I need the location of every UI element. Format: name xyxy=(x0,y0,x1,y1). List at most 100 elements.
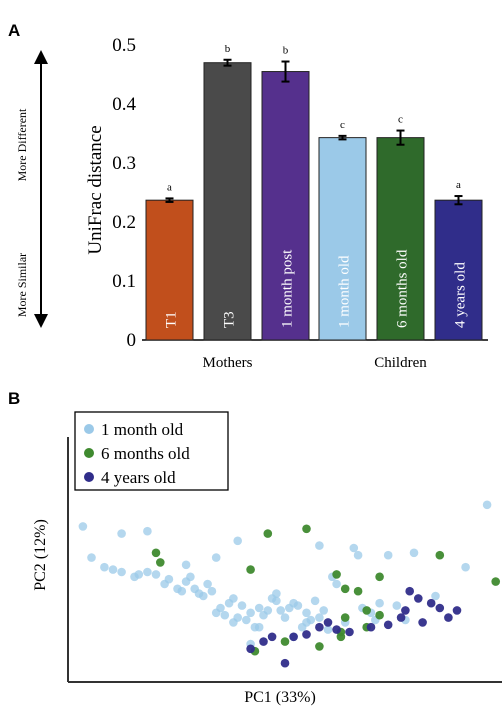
bar-group: 4 years old a xyxy=(434,179,483,341)
data-point xyxy=(78,522,88,531)
bar-category-label: 1 month post xyxy=(280,249,296,328)
data-point xyxy=(254,603,264,613)
data-point xyxy=(289,632,298,642)
data-point xyxy=(392,601,402,610)
data-point xyxy=(186,572,195,582)
group-label: Mothers xyxy=(203,355,253,371)
data-point xyxy=(444,613,453,622)
y-tick-label: 0.3 xyxy=(112,153,136,174)
data-point xyxy=(263,529,273,538)
data-point xyxy=(272,589,281,598)
bar-category-label: 6 months old xyxy=(395,249,411,328)
more-different-label: More Different xyxy=(15,108,29,181)
data-point xyxy=(143,567,152,577)
data-point xyxy=(375,610,384,620)
data-point xyxy=(332,625,341,634)
legend-box xyxy=(74,411,229,491)
data-point xyxy=(237,601,247,610)
data-point xyxy=(254,622,264,632)
y-tick-label: 0.5 xyxy=(112,35,136,56)
data-point xyxy=(220,610,230,620)
data-point xyxy=(117,567,126,577)
data-point xyxy=(151,570,161,579)
data-point xyxy=(319,606,329,615)
data-point xyxy=(143,526,152,536)
data-point xyxy=(229,594,238,603)
group-label: Children xyxy=(374,355,427,371)
data-point xyxy=(452,606,462,615)
data-point xyxy=(156,558,165,567)
data-point xyxy=(302,630,311,639)
data-point xyxy=(396,613,406,622)
data-point xyxy=(302,618,311,627)
bar-category-label: 4 years old xyxy=(453,262,469,328)
data-point xyxy=(280,637,290,646)
significance-letter: a xyxy=(167,181,172,193)
bar-category-label: T3 xyxy=(222,311,238,328)
data-point xyxy=(353,550,363,560)
data-point xyxy=(181,560,191,570)
data-point xyxy=(151,548,161,558)
significance-letter: c xyxy=(398,114,403,126)
y-tick-label: 0.2 xyxy=(112,212,136,233)
data-point xyxy=(409,548,419,558)
legend-label: 6 months old xyxy=(101,444,190,463)
panel-b-letter: B xyxy=(8,389,20,408)
significance-letter: c xyxy=(340,119,345,131)
data-point xyxy=(418,618,427,627)
data-point xyxy=(242,615,251,625)
data-point xyxy=(461,562,470,572)
series-points xyxy=(151,524,501,656)
data-point xyxy=(353,586,363,596)
data-point xyxy=(332,570,341,579)
legend-label: 1 month old xyxy=(101,420,184,439)
bar xyxy=(376,137,425,341)
significance-letter: b xyxy=(283,45,289,57)
bar xyxy=(318,137,367,341)
data-point xyxy=(340,613,350,622)
data-point xyxy=(267,632,277,642)
data-point xyxy=(199,591,208,601)
bar-group: T3 b xyxy=(203,43,252,341)
legend: 1 month old 6 months old 4 years old xyxy=(74,411,229,491)
data-point xyxy=(482,500,492,510)
data-point xyxy=(108,565,118,574)
data-point xyxy=(100,562,109,572)
bar xyxy=(145,199,194,341)
data-point xyxy=(203,579,212,589)
data-point xyxy=(414,594,423,603)
legend-marker xyxy=(84,424,94,434)
data-point xyxy=(310,596,320,606)
data-point xyxy=(349,543,359,553)
data-point xyxy=(293,601,303,610)
data-point xyxy=(323,625,333,634)
data-point xyxy=(426,598,436,608)
data-point xyxy=(491,577,501,586)
bar-group: 6 months old c xyxy=(376,114,425,341)
series-points xyxy=(78,500,492,649)
data-point xyxy=(211,553,221,562)
bar-group: T1 a xyxy=(145,181,194,341)
data-point xyxy=(383,550,393,560)
legend-label: 4 years old xyxy=(101,468,176,487)
data-point xyxy=(233,613,242,622)
data-point xyxy=(375,598,384,608)
data-point xyxy=(345,627,354,637)
data-point xyxy=(375,572,384,582)
data-point xyxy=(272,596,281,606)
significance-letter: a xyxy=(456,179,461,191)
bar xyxy=(203,62,252,341)
y-tick-label: 0.1 xyxy=(112,271,136,292)
legend-marker xyxy=(84,472,94,482)
y-axis-label: PC2 (12%) xyxy=(32,519,49,591)
y-axis-label: UniFrac distance xyxy=(85,125,106,254)
bar-category-label: T1 xyxy=(164,311,180,328)
data-point xyxy=(366,622,376,632)
panel-a-letter: A xyxy=(8,21,20,40)
data-point xyxy=(280,658,290,668)
data-point xyxy=(280,613,290,622)
data-point xyxy=(431,591,440,601)
bar-category-label: 1 month old xyxy=(337,255,353,328)
